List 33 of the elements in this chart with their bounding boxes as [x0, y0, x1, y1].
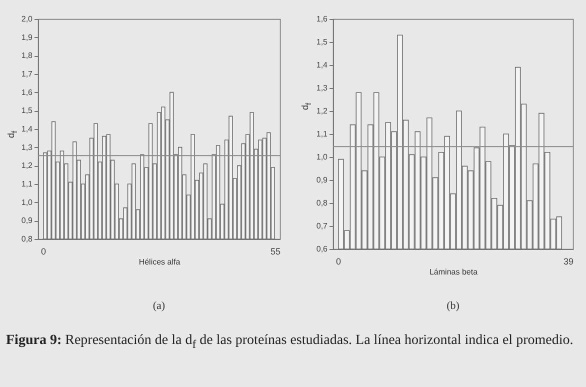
y-tick-label: 1,6 — [21, 88, 34, 97]
x-tick-label: 39 — [563, 256, 574, 266]
y-tick-label: 2,0 — [21, 14, 34, 24]
x-axis-title: Láminas beta — [429, 268, 478, 276]
y-tick-label: 1,2 — [316, 106, 328, 116]
x-tick-label: 55 — [270, 246, 281, 256]
y-tick-label: 1,4 — [21, 124, 34, 134]
y-tick-label: 1,8 — [21, 51, 34, 60]
y-tick-label: 0,8 — [21, 234, 34, 244]
y-tick-label: 0,6 — [316, 244, 328, 254]
text: (a) — [152, 300, 166, 312]
y-tick-label: 1,4 — [316, 60, 328, 70]
text: (b) — [446, 300, 460, 312]
y-tick-label: 0,9 — [316, 176, 328, 184]
text: Figura 9: Representación de la d$_{f}$ de las proteínas estudiadas. La línea horizontal indica el promedio. — [6, 333, 574, 351]
y-tick-label: 1,2 — [21, 161, 34, 170]
y-tick-label: 0,7 — [316, 222, 328, 230]
y-tick-label: 1,1 — [316, 130, 328, 138]
y-tick-label: 1,1 — [21, 180, 34, 188]
x-axis-title: Hélices alfa — [138, 258, 181, 266]
x-tick-label: 0 — [336, 256, 342, 266]
y-tick-label: 0,9 — [21, 216, 34, 226]
y-tick-label: 0,8 — [316, 198, 328, 208]
y-tick-label: 1,6 — [316, 14, 328, 24]
y-tick-label: 1,0 — [316, 152, 328, 162]
y-tick-label: 1,0 — [21, 198, 34, 207]
y-tick-label: 1,3 — [21, 142, 34, 152]
y-tick-label: 1,7 — [21, 70, 34, 78]
y-tick-label: 1,5 — [21, 106, 34, 116]
y-tick-label: 1,9 — [21, 32, 34, 42]
y-tick-label: 1,5 — [316, 38, 328, 46]
x-tick-label: 0 — [40, 246, 46, 256]
y-tick-label: 1,3 — [316, 84, 328, 92]
